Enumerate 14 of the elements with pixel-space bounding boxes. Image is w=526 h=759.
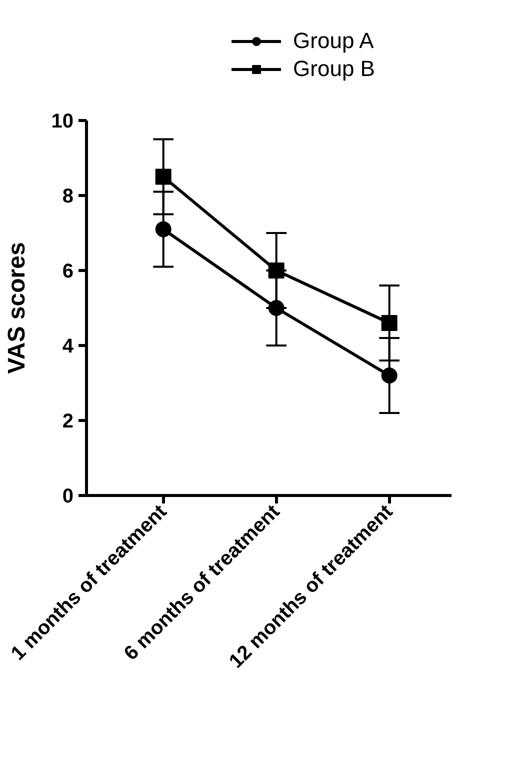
y-tick-label: 4 xyxy=(62,336,74,358)
point xyxy=(155,221,172,238)
y-tick-label: 6 xyxy=(62,260,74,282)
legend-label: Group B xyxy=(293,56,375,82)
point xyxy=(381,368,398,384)
y-tick-label: 10 xyxy=(51,110,74,132)
legend-label: Group A xyxy=(293,28,374,54)
point xyxy=(155,168,172,185)
y-axis-title: VAS scores xyxy=(3,242,30,374)
point xyxy=(381,315,398,331)
y-tick-label: 2 xyxy=(62,410,74,432)
y-tick-label: 0 xyxy=(62,486,74,508)
y-tick-label: 8 xyxy=(62,186,74,208)
point xyxy=(268,262,284,278)
